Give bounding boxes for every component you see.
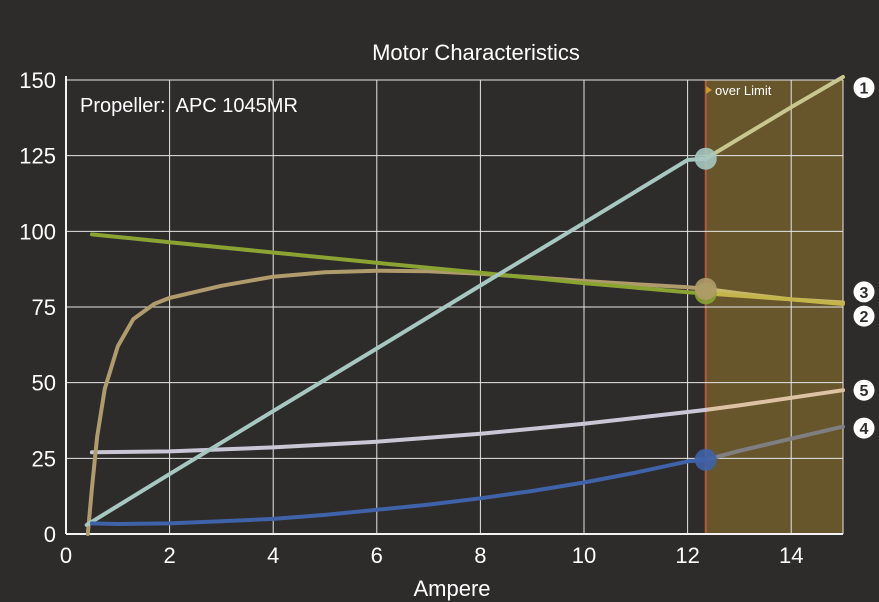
series-number-badge: 3 — [853, 281, 875, 303]
series-number-badge: 2 — [853, 305, 875, 327]
over-limit-arrow-icon — [706, 86, 712, 94]
legend-layer: 1 3 2 5 4 — [853, 77, 875, 439]
series-number-badge-circle — [853, 77, 875, 99]
series-number-badge-label: 4 — [860, 421, 869, 438]
over-limit-label: over Limit — [715, 83, 772, 98]
series-number-badge-label: 2 — [860, 309, 869, 326]
series-number-badge-circle — [853, 417, 875, 439]
x-axis-label: Ampere — [413, 576, 490, 601]
x-tick-label: 6 — [371, 543, 383, 568]
x-tick-label: 12 — [675, 543, 699, 568]
series-2-line — [89, 232, 708, 296]
series-2-over-limit — [703, 291, 845, 306]
series-4 — [89, 424, 845, 526]
y-tick-label: 125 — [19, 144, 56, 169]
y-tick-label: 150 — [19, 68, 56, 93]
x-tick-label: 0 — [60, 543, 72, 568]
tick-layer: 0 2 4 6 8 10 12 14 0 25 50 75 100 125 150 — [19, 68, 803, 568]
y-tick-label: 25 — [32, 446, 56, 471]
series-number-badge-label: 3 — [860, 285, 869, 302]
x-tick-label: 2 — [163, 543, 175, 568]
series-number-badge-circle — [853, 281, 875, 303]
series-5 — [89, 388, 845, 455]
series-1-limit-marker — [694, 147, 717, 170]
series-1-over-limit — [703, 75, 845, 161]
series-5-over-limit — [703, 388, 845, 412]
x-tick-label: 4 — [267, 543, 279, 568]
series-5-line — [89, 407, 708, 455]
series-4-limit-marker — [694, 448, 717, 471]
series-number-badge-circle — [853, 305, 875, 327]
series-2 — [89, 232, 845, 306]
series-number-badge-circle — [853, 379, 875, 401]
over-limit-marker: over Limit — [706, 83, 772, 98]
series-3-limit-marker — [694, 277, 717, 300]
x-tick-label: 8 — [474, 543, 486, 568]
series-1-line — [84, 156, 708, 527]
series-number-badge-label: 1 — [860, 81, 869, 98]
propeller-annotation: Propeller: APC 1045MR — [80, 95, 298, 117]
marker-layer — [694, 147, 717, 471]
series-number-badge: 4 — [853, 417, 875, 439]
y-tick-label: 100 — [19, 219, 56, 244]
series-4-over-limit — [703, 424, 845, 462]
y-tick-label: 50 — [32, 371, 56, 396]
series-3-line — [85, 268, 708, 536]
series-number-badge: 1 — [853, 77, 875, 99]
series-layer — [84, 75, 845, 536]
chart-title: Motor Characteristics — [372, 40, 580, 65]
y-tick-label: 75 — [32, 295, 56, 320]
series-number-badge-label: 5 — [860, 383, 869, 400]
series-4-line — [89, 457, 708, 526]
series-number-badge: 5 — [853, 379, 875, 401]
x-tick-label: 14 — [779, 543, 803, 568]
y-tick-label: 0 — [44, 522, 56, 547]
x-tick-label: 10 — [572, 543, 596, 568]
series-1 — [84, 75, 845, 527]
